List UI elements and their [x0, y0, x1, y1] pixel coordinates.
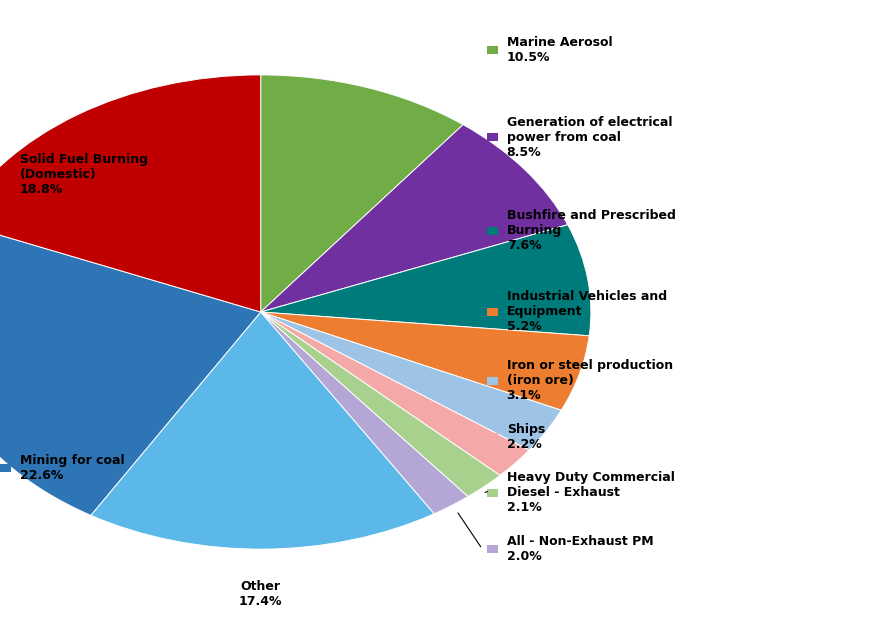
Wedge shape [0, 222, 261, 515]
Wedge shape [261, 312, 468, 514]
Text: Marine Aerosol
10.5%: Marine Aerosol 10.5% [507, 36, 613, 64]
FancyBboxPatch shape [487, 376, 498, 384]
Text: Heavy Duty Commercial
Diesel - Exhaust
2.1%: Heavy Duty Commercial Diesel - Exhaust 2… [507, 472, 674, 514]
Wedge shape [91, 312, 434, 549]
Text: Industrial Vehicles and
Equipment
5.2%: Industrial Vehicles and Equipment 5.2% [507, 291, 667, 333]
Text: Mining for coal
22.6%: Mining for coal 22.6% [20, 454, 124, 482]
FancyBboxPatch shape [487, 133, 498, 141]
FancyBboxPatch shape [487, 46, 498, 54]
FancyBboxPatch shape [487, 308, 498, 316]
Text: Generation of electrical
power from coal
8.5%: Generation of electrical power from coal… [507, 116, 672, 158]
FancyBboxPatch shape [487, 545, 498, 553]
Text: Ships
2.2%: Ships 2.2% [507, 423, 545, 451]
Wedge shape [261, 312, 500, 497]
Wedge shape [261, 125, 567, 312]
Text: All - Non-Exhaust PM
2.0%: All - Non-Exhaust PM 2.0% [507, 535, 653, 563]
FancyBboxPatch shape [0, 464, 11, 472]
FancyBboxPatch shape [487, 489, 498, 497]
Wedge shape [261, 312, 589, 410]
Text: Iron or steel production
(iron ore)
3.1%: Iron or steel production (iron ore) 3.1% [507, 359, 673, 402]
Wedge shape [261, 312, 561, 450]
Text: Bushfire and Prescribed
Burning
7.6%: Bushfire and Prescribed Burning 7.6% [507, 210, 675, 252]
Wedge shape [0, 75, 261, 312]
FancyBboxPatch shape [487, 227, 498, 235]
FancyBboxPatch shape [0, 170, 11, 179]
Wedge shape [261, 225, 591, 336]
Text: Solid Fuel Burning
(Domestic)
18.8%: Solid Fuel Burning (Domestic) 18.8% [20, 154, 148, 196]
FancyBboxPatch shape [487, 433, 498, 441]
Wedge shape [261, 75, 463, 312]
Wedge shape [261, 312, 529, 475]
Text: Other
17.4%: Other 17.4% [239, 580, 282, 608]
